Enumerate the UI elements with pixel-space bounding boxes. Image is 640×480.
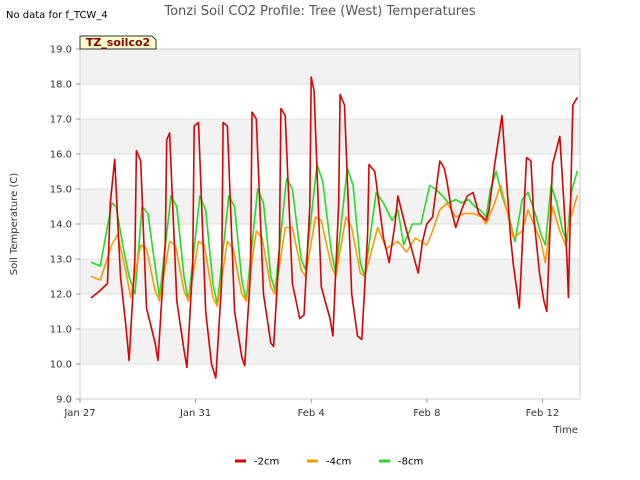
legend-label: -8cm — [398, 457, 423, 468]
x-tick-label: Feb 12 — [526, 408, 560, 419]
y-tick-label: 16.0 — [50, 150, 72, 161]
x-tick-label: Feb 4 — [298, 408, 325, 419]
badge-label: TZ_soilco2 — [86, 36, 150, 49]
y-tick-label: 18.0 — [50, 80, 72, 91]
y-axis: 9.0 10.0 11.0 12.0 13.0 14.0 15.0 16.0 17.0 18.0 1… — [50, 45, 80, 406]
y-tick-label: 9.0 — [56, 395, 72, 406]
x-tick-label: Jan 31 — [179, 408, 211, 419]
y-tick-label: 19.0 — [50, 45, 72, 56]
no-data-note: No data for f_TCW_4 — [6, 10, 108, 21]
grid-band — [80, 329, 580, 364]
y-tick-label: 12.0 — [50, 290, 72, 301]
badge-box — [79, 35, 157, 50]
y-tick-label: 15.0 — [50, 185, 72, 196]
x-tick-label: Jan 27 — [63, 408, 95, 419]
legend: -2cm -4cm -8cm — [235, 457, 423, 468]
y-tick-label: 11.0 — [50, 325, 72, 336]
y-tick-label: 17.0 — [50, 115, 72, 126]
y-axis-label: Soil Temperature (C) — [9, 173, 20, 276]
y-tick-label: 14.0 — [50, 220, 72, 231]
background-bands — [80, 49, 580, 364]
x-tick-label: Feb 8 — [413, 408, 440, 419]
x-axis-label: Time — [553, 425, 578, 436]
y-tick-label: 10.0 — [50, 360, 72, 371]
legend-label: -2cm — [254, 457, 279, 468]
x-axis: Jan 27 Jan 31 Feb 4 Feb 8 Feb 12 — [63, 399, 559, 419]
legend-label: -4cm — [326, 457, 351, 468]
y-tick-label: 13.0 — [50, 255, 72, 266]
series-layer — [90, 76, 578, 379]
grid-band — [80, 49, 580, 84]
badge: TZ_soilco2 — [79, 35, 157, 50]
chart-title: Tonzi Soil CO2 Profile: Tree (West) Temp… — [163, 4, 476, 19]
series-line-minus-2cm — [90, 76, 578, 379]
